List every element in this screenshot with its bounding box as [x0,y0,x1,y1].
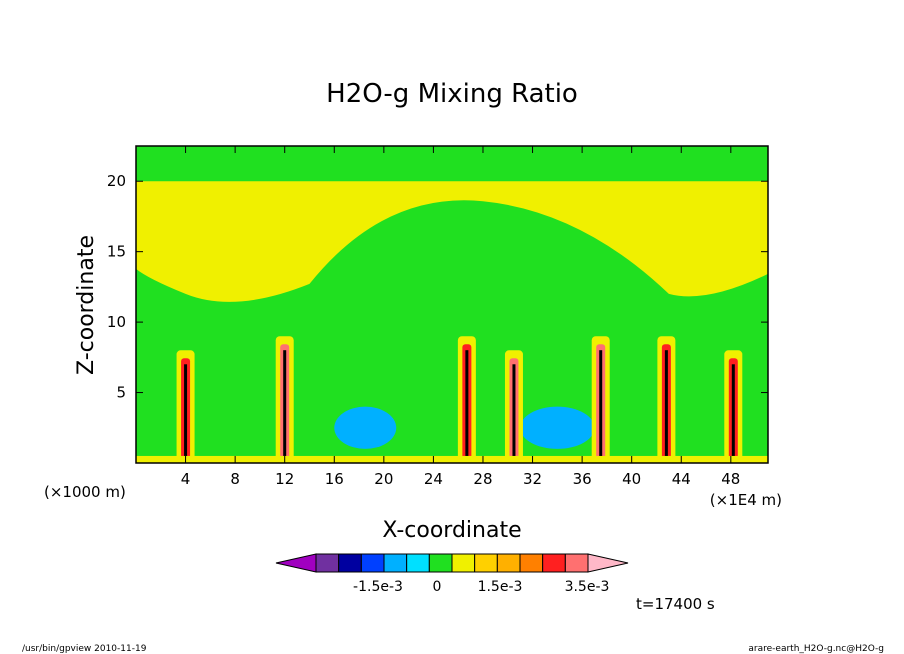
colorbar-labels: -1.5e-3 0 1.5e-3 3.5e-3 [353,579,609,595]
plot-frame [135,145,769,464]
lower-dry-pocket [520,406,595,449]
colorbar-swatch [564,553,589,573]
convective-column [504,350,523,463]
footer-right: arare-earth_H2O-g.nc@H2O-g [748,644,884,654]
x-axis-label: X-coordinate [382,518,521,543]
x-tick-label: 16 [325,470,344,488]
lower-dry-pocket [334,406,397,449]
convective-column [176,350,195,463]
colorbar-swatch [338,553,362,573]
chart-title: H2O-g Mixing Ratio [326,79,578,109]
plot-area [135,145,769,464]
y-tick-label: 10 [107,313,126,331]
colorbar-high-arrow [587,553,629,573]
x-unit-left: (×1000 m) [44,483,126,501]
upper-moist-band [136,181,768,302]
colorbar-swatch [315,553,340,573]
convective-column [591,336,610,463]
colorbar-swatch [383,553,408,573]
colorbar-swatch [542,553,566,573]
x-unit-right: (×1E4 m) [710,491,782,509]
y-axis-label: Z-coordinate [74,235,99,375]
footer-left: /usr/bin/gpview 2010-11-19 [22,644,147,654]
x-tick-label: 12 [275,470,294,488]
y-tick-label: 20 [107,172,126,190]
x-tick-label: 44 [672,470,691,488]
colorbar-label: 0 [433,579,442,595]
colorbar-swatch [360,553,385,573]
convective-column [457,336,476,463]
convective-column [275,336,294,463]
x-tick-label: 20 [374,470,393,488]
y-axis-ticks: 5 10 15 20 [107,172,768,402]
x-axis-ticks: 4 8 12 16 20 24 28 32 36 40 44 48 [181,146,740,488]
colorbar-swatch [474,553,498,573]
time-label: t=17400 s [636,595,715,613]
colorbar-label: 1.5e-3 [478,579,523,595]
x-tick-label: 8 [230,470,240,488]
colorbar-swatch [519,553,544,573]
y-tick-label: 5 [116,384,126,402]
x-tick-label: 32 [523,470,542,488]
colorbar-low-arrow [275,553,317,573]
x-tick-label: 40 [622,470,641,488]
x-tick-label: 48 [721,470,740,488]
colorbar-label: -1.5e-3 [353,579,403,595]
colorbar-swatch [406,553,430,573]
colorbar-label: 3.5e-3 [565,579,610,595]
colorbar [275,553,629,573]
x-tick-label: 28 [473,470,492,488]
x-tick-label: 24 [424,470,443,488]
convective-column [657,336,676,463]
y-tick-label: 15 [107,243,126,261]
convective-column [724,350,743,463]
colorbar-swatch [428,553,453,573]
x-tick-label: 36 [573,470,592,488]
colorbar-swatch [496,553,521,573]
surface-band [136,455,768,463]
colorbar-swatch [451,553,476,573]
x-tick-label: 4 [181,470,191,488]
